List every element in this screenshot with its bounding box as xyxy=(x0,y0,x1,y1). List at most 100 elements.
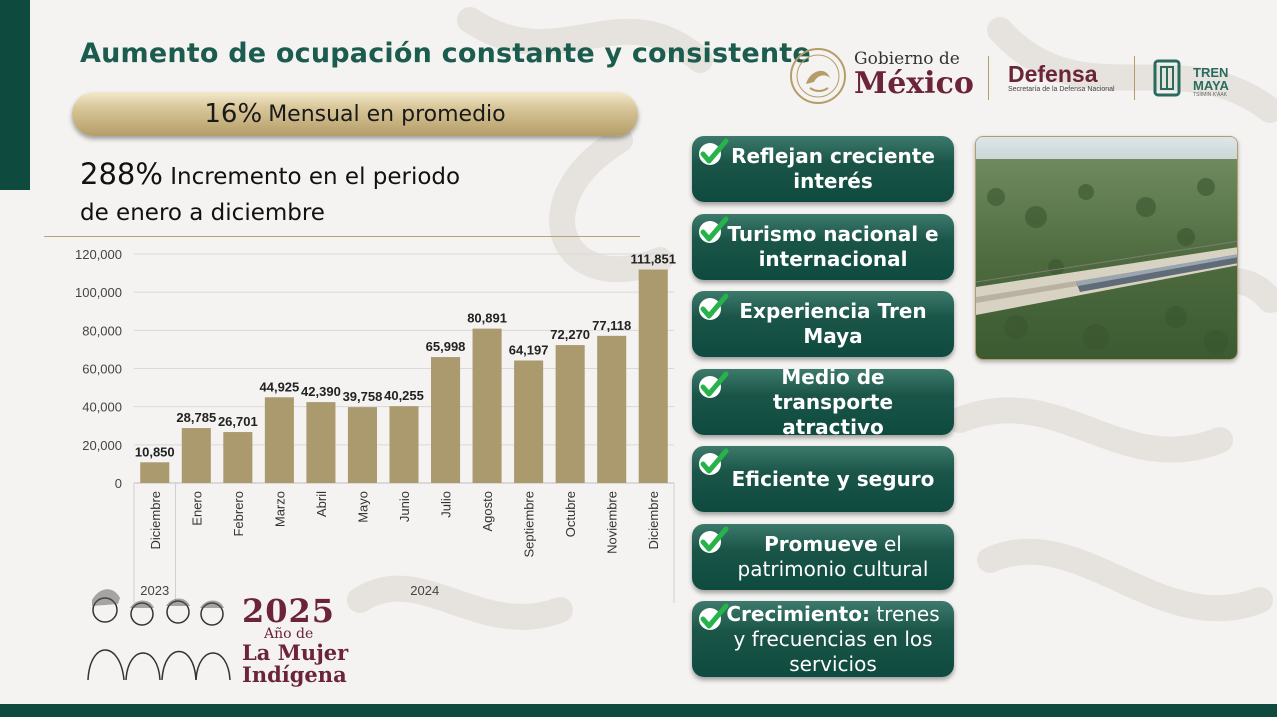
bar xyxy=(306,402,336,483)
badge-line2: Indígena xyxy=(242,662,347,687)
defensa-sub-label: Secretaría de la Defensa Nacional xyxy=(1008,86,1115,93)
category-label: Diciembre xyxy=(148,491,163,550)
bar xyxy=(514,360,544,483)
tren-maya-icon xyxy=(1153,59,1181,97)
monthly-average-pill: 16% Mensual en promedio xyxy=(72,92,638,136)
data-label: 39,758 xyxy=(343,389,383,404)
y-tick-label: 20,000 xyxy=(82,438,122,453)
benefit-card: Eficiente y seguro xyxy=(692,446,954,512)
check-icon xyxy=(699,293,729,320)
data-label: 44,925 xyxy=(260,379,300,394)
bottom-accent-bar xyxy=(0,704,1277,717)
benefit-card: Crecimiento: trenes y frecuencias en los… xyxy=(692,601,954,677)
bar xyxy=(223,432,253,483)
benefit-text: Promueve el patrimonio cultural xyxy=(737,532,929,581)
left-accent-bar xyxy=(0,0,30,190)
gobierno-label: Gobierno de xyxy=(854,49,960,69)
bar xyxy=(597,335,627,483)
monthly-average-text: Mensual en promedio xyxy=(268,101,506,127)
benefit-card: Reflejan creciente interés xyxy=(692,136,954,202)
benefit-text: Reflejan creciente interés xyxy=(731,144,935,193)
maya-sub-label: TSÍIMIN K'ÁAK xyxy=(1193,92,1228,98)
data-label: 72,270 xyxy=(550,327,590,342)
bar xyxy=(140,462,170,483)
page-title: Aumento de ocupación constante y consist… xyxy=(80,38,811,69)
increment-line2: de enero a diciembre xyxy=(80,200,325,226)
defensa-wordmark: Defensa Secretaría de la Defensa Naciona… xyxy=(1008,62,1115,93)
women-illustration xyxy=(87,589,231,681)
category-label: Agosto xyxy=(480,491,495,531)
check-icon xyxy=(699,371,729,398)
logo-separator xyxy=(1134,56,1135,100)
y-tick-label: 80,000 xyxy=(82,323,122,338)
header-logos: Gobierno de México Defensa Secretaría de… xyxy=(788,44,1258,108)
bar xyxy=(347,407,377,483)
data-label: 42,390 xyxy=(301,384,341,399)
mexico-label: México xyxy=(854,66,974,101)
data-label: 28,785 xyxy=(176,410,216,425)
benefit-card: Promueve el patrimonio cultural xyxy=(692,524,954,590)
national-seal-icon xyxy=(790,48,846,104)
maya-label: MAYA xyxy=(1193,78,1229,93)
category-label: Junio xyxy=(397,491,412,522)
y-tick-label: 60,000 xyxy=(82,362,122,377)
category-label: Abril xyxy=(314,491,329,517)
train-photo-illustration xyxy=(976,137,1237,359)
badge-line1: La Mujer xyxy=(242,640,349,665)
train-aerial-photo xyxy=(975,136,1238,360)
increment-line1: Incremento en el periodo xyxy=(170,164,461,190)
group-label: 2023 xyxy=(140,583,169,598)
benefit-card: Medio de transporte atractivo xyxy=(692,365,954,439)
category-label: Julio xyxy=(439,491,454,518)
increment-summary: 288% Incremento en el periodo de enero a… xyxy=(80,156,520,231)
bar xyxy=(181,428,211,483)
data-label: 80,891 xyxy=(467,311,507,326)
occupancy-bar-chart: 0 20,000 40,000 60,000 80,000 100,000 120,000 1… xyxy=(75,247,676,603)
data-label: 26,701 xyxy=(218,414,258,429)
category-label: Febrero xyxy=(231,491,246,537)
benefit-text: Turismo nacional e internacional xyxy=(727,222,939,271)
benefit-text: Experiencia Tren Maya xyxy=(739,299,927,348)
benefit-text: Eficiente y seguro xyxy=(731,466,935,491)
badge-ano: Año de xyxy=(264,626,314,642)
year-of-indigenous-women-badge: 2025 Año de La Mujer Indígena xyxy=(242,592,349,687)
bar xyxy=(555,345,585,483)
bar xyxy=(389,406,419,483)
bar xyxy=(264,397,294,483)
data-label: 111,851 xyxy=(630,252,676,267)
check-icon xyxy=(699,526,729,553)
category-label: Octubre xyxy=(563,491,578,537)
data-label: 64,197 xyxy=(509,342,549,357)
benefit-card: Experiencia Tren Maya xyxy=(692,291,954,357)
category-label: Diciembre xyxy=(646,491,661,550)
data-label: 77,118 xyxy=(592,318,631,333)
badge-year: 2025 xyxy=(242,592,336,630)
divider-line xyxy=(44,236,640,237)
y-tick-label: 40,000 xyxy=(82,400,122,415)
defensa-label: Defensa xyxy=(1008,61,1098,87)
data-label: 65,998 xyxy=(426,339,466,354)
y-tick-label: 0 xyxy=(115,476,122,491)
gobierno-wordmark: Gobierno de México xyxy=(854,50,974,100)
bar xyxy=(638,269,668,483)
logo-separator xyxy=(988,56,989,100)
monthly-average-value: 16% xyxy=(204,99,263,129)
category-label: Enero xyxy=(189,491,204,526)
check-icon xyxy=(699,603,729,630)
category-label: Noviembre xyxy=(605,491,620,554)
data-label: 10,850 xyxy=(135,444,175,459)
check-icon xyxy=(699,138,729,165)
category-label: Marzo xyxy=(272,491,287,527)
category-label: Septiembre xyxy=(522,491,537,557)
tren-maya-wordmark: TREN MAYA TSÍIMIN K'ÁAK xyxy=(1193,66,1229,98)
bar xyxy=(431,357,461,483)
bar xyxy=(472,328,502,483)
y-tick-label: 100,000 xyxy=(75,285,122,300)
check-icon xyxy=(699,448,729,475)
category-label: Mayo xyxy=(355,491,370,523)
benefit-text: Medio de transporte atractivo xyxy=(772,364,894,439)
benefit-text: Crecimiento: trenes y frecuencias en los… xyxy=(726,601,940,676)
benefit-card: Turismo nacional e internacional xyxy=(692,214,954,280)
check-icon xyxy=(699,216,729,243)
increment-value: 288% xyxy=(80,157,163,191)
